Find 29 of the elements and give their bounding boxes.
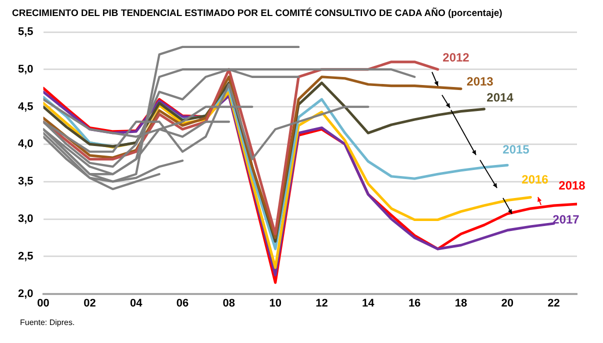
series-label: 2013 [466,74,494,88]
x-tick-label: 06 [176,297,189,310]
y-tick-label: 5,0 [18,63,34,76]
x-tick-label: 14 [362,297,376,310]
x-tick-label: 22 [548,297,560,310]
x-tick-label: 02 [84,297,96,310]
x-tick-label: 18 [454,297,468,310]
x-tick-label: 00 [37,297,50,310]
x-tick-label: 12 [316,297,328,310]
series-label: 2015 [502,142,530,156]
y-tick-label: 4,0 [18,138,34,150]
y-tick-label: 4,5 [18,100,34,113]
series-label: 2016 [522,172,549,186]
series-label: 2017 [552,212,580,226]
source-note: Fuente: Dipres. [20,318,75,327]
y-tick-label: 2,5 [18,250,34,262]
series-label: 2014 [486,90,514,104]
y-tick-label: 2,0 [18,288,34,300]
series-label: 2018 [558,178,586,192]
series-label: 2012 [442,50,470,64]
y-tick-label: 3,0 [18,213,34,226]
x-tick-label: 16 [408,297,421,310]
chart-title: CRECIMIENTO DEL PIB TENDENCIAL ESTIMADO POR EL COMITÉ CONSULTIVO DE CADA AÑO (porcentaje) [12,8,502,19]
y-tick-label: 3,5 [18,176,34,188]
x-tick-label: 08 [222,297,236,310]
x-tick-label: 10 [269,297,282,310]
y-tick-label: 5,5 [18,26,34,38]
x-tick-label: 20 [501,297,514,310]
x-tick-label: 04 [130,297,144,310]
